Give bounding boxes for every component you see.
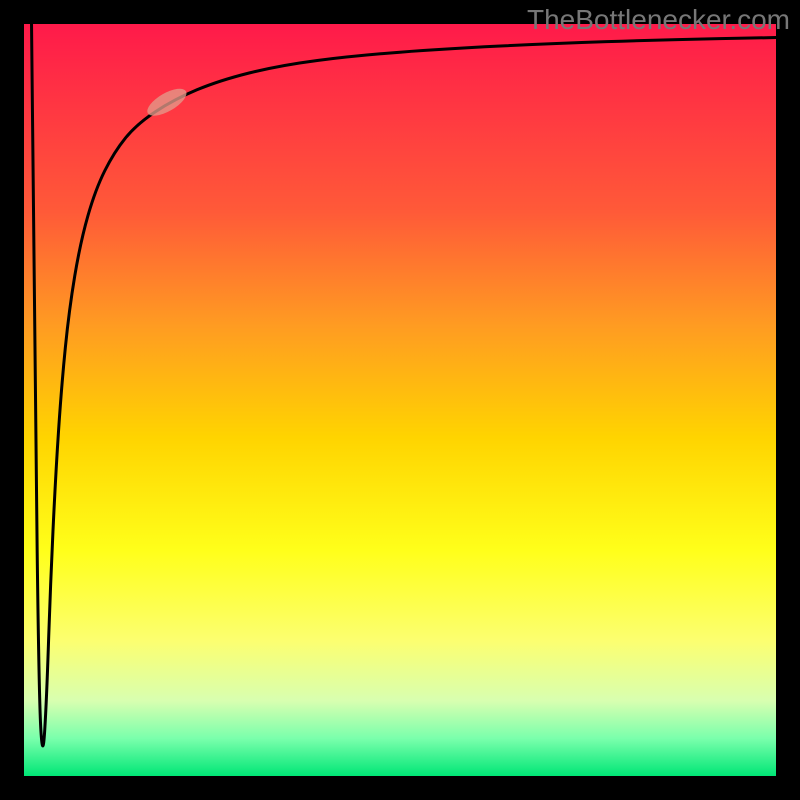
- chart-root: TheBottlenecker.com: [0, 0, 800, 800]
- plot-background: [24, 24, 776, 776]
- bottleneck-chart: [0, 0, 800, 800]
- watermark: TheBottlenecker.com: [527, 4, 790, 36]
